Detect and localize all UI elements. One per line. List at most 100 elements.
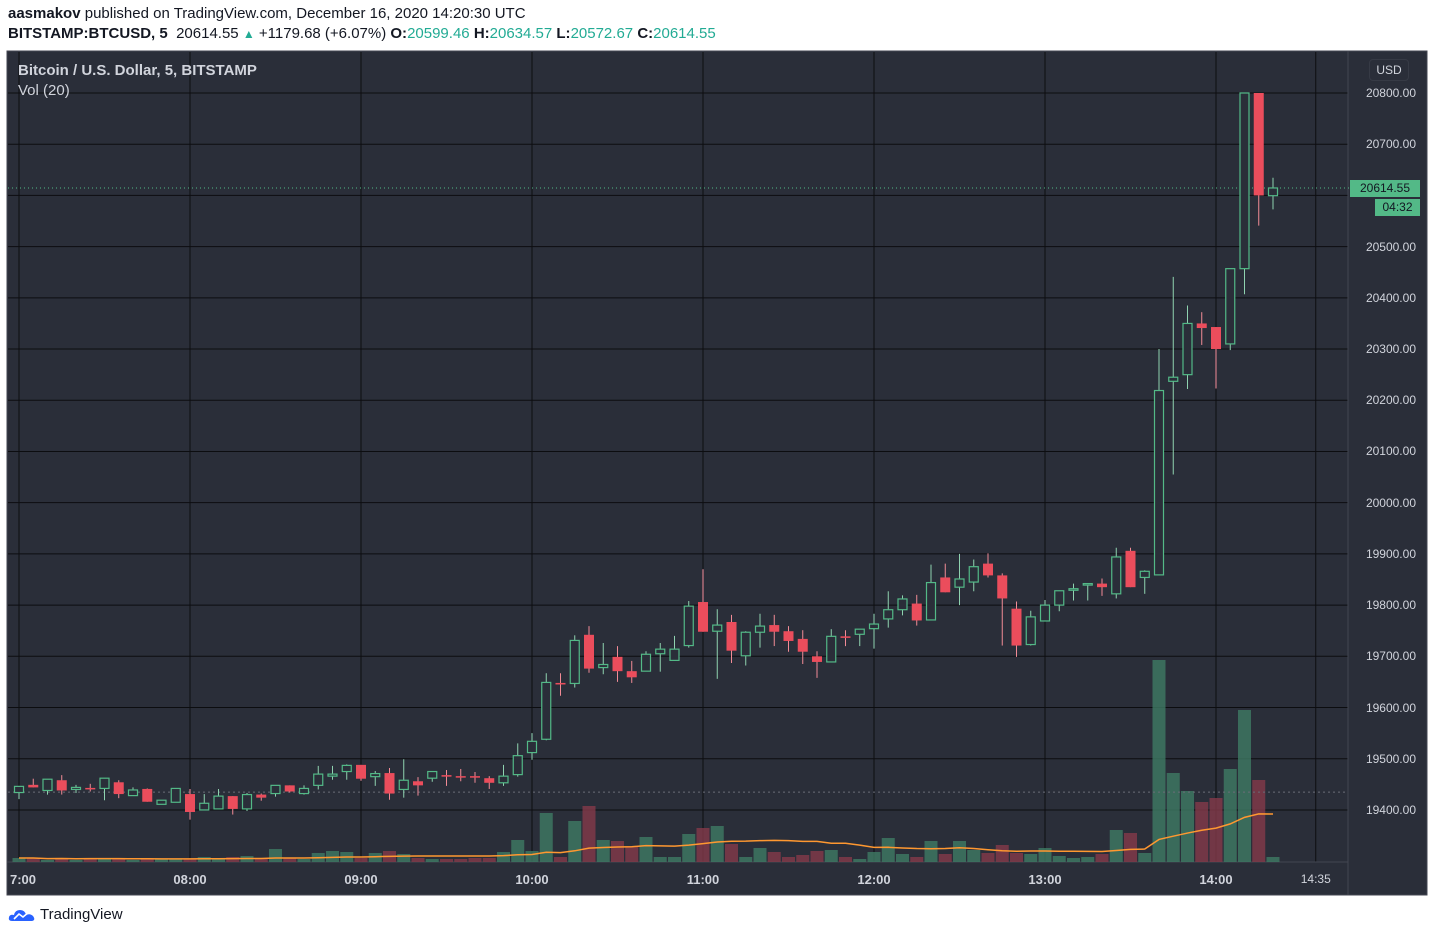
candle bbox=[712, 609, 723, 679]
volume-bar bbox=[1095, 854, 1109, 862]
volume-bar bbox=[1038, 848, 1052, 862]
candle bbox=[142, 788, 153, 802]
candle bbox=[555, 673, 566, 696]
candle-body bbox=[569, 639, 580, 685]
volume-bar bbox=[1024, 854, 1038, 862]
candle-body bbox=[42, 778, 53, 792]
candle-body bbox=[484, 778, 495, 783]
candle-body bbox=[298, 787, 310, 795]
candle bbox=[726, 614, 737, 663]
candle bbox=[156, 799, 167, 805]
candle bbox=[783, 626, 794, 652]
candle bbox=[954, 553, 965, 606]
candle-body bbox=[113, 782, 124, 795]
candle-body bbox=[968, 566, 979, 583]
candle-body bbox=[1196, 323, 1207, 329]
volume-bar bbox=[1209, 798, 1223, 862]
volume-bar bbox=[839, 857, 852, 862]
candle bbox=[1139, 570, 1150, 594]
candle bbox=[925, 564, 937, 621]
candle bbox=[1168, 276, 1179, 475]
volume-bar bbox=[1166, 773, 1180, 862]
volume-bar bbox=[953, 841, 966, 862]
candle-body bbox=[13, 785, 25, 794]
candle-body bbox=[883, 609, 894, 620]
currency-button[interactable]: USD bbox=[1369, 59, 1409, 81]
series-legend[interactable]: Bitcoin / U.S. Dollar, 5, BITSTAMP bbox=[18, 62, 257, 79]
candle bbox=[797, 630, 808, 664]
volume-bar bbox=[1067, 858, 1080, 862]
volume-bar bbox=[525, 851, 539, 862]
candle bbox=[1225, 268, 1236, 351]
volume-bar bbox=[1052, 856, 1066, 862]
publish-info: published on TradingView.com, December 1… bbox=[84, 5, 526, 22]
candle bbox=[99, 777, 110, 801]
volume-bar bbox=[910, 857, 924, 862]
candle-body bbox=[127, 789, 139, 797]
volume-bar bbox=[767, 852, 781, 862]
candle bbox=[70, 784, 82, 794]
candle bbox=[356, 764, 366, 781]
candle bbox=[1125, 547, 1136, 588]
candle-body bbox=[241, 793, 253, 810]
chart-background bbox=[6, 50, 1428, 896]
volume-bar bbox=[782, 857, 795, 862]
tradingview-cloud-icon bbox=[8, 909, 35, 921]
last-price-label: 20614.55 bbox=[1350, 180, 1420, 197]
candle-body bbox=[341, 764, 352, 773]
candle bbox=[199, 794, 210, 811]
candle bbox=[256, 793, 267, 801]
candle-body bbox=[626, 671, 637, 678]
candle bbox=[170, 787, 181, 803]
candle-body bbox=[1125, 550, 1136, 588]
candle bbox=[498, 764, 509, 786]
close-value: 20614.55 bbox=[653, 25, 716, 42]
volume-bar bbox=[183, 859, 197, 862]
candle bbox=[940, 563, 951, 593]
candle-body bbox=[1111, 556, 1122, 595]
candle bbox=[370, 771, 381, 786]
volume-bar bbox=[425, 859, 439, 862]
candle-body bbox=[683, 605, 694, 647]
candle-body bbox=[598, 663, 609, 669]
candle-body bbox=[1082, 582, 1093, 586]
candle bbox=[584, 626, 594, 673]
high-label: H: bbox=[473, 25, 490, 42]
volume-bar bbox=[653, 857, 667, 862]
candle bbox=[669, 635, 680, 662]
candle-body bbox=[983, 563, 993, 576]
candle bbox=[455, 768, 466, 782]
candle-body bbox=[512, 755, 523, 776]
candle-body bbox=[754, 625, 766, 633]
volume-bar bbox=[41, 860, 54, 862]
candle-body bbox=[1011, 608, 1022, 646]
candle bbox=[911, 594, 922, 626]
volume-bar bbox=[995, 845, 1009, 862]
price-tick-label: 20400.00 bbox=[1365, 290, 1416, 305]
price-tick-label: 19600.00 bbox=[1365, 700, 1416, 715]
candle-body bbox=[1267, 187, 1279, 197]
volume-bar bbox=[468, 858, 482, 862]
candle bbox=[826, 629, 837, 663]
volume-bar bbox=[155, 859, 168, 862]
candle bbox=[427, 770, 438, 782]
candle-body bbox=[1182, 322, 1193, 376]
candle bbox=[769, 614, 780, 647]
candle-body bbox=[840, 636, 851, 638]
candle bbox=[1082, 582, 1093, 601]
candle-body bbox=[726, 621, 737, 651]
candle bbox=[227, 796, 238, 815]
tradingview-logo[interactable]: TradingView bbox=[8, 906, 123, 923]
time-tick-label: 09:00 bbox=[344, 872, 378, 887]
brand-name: TradingView bbox=[40, 906, 123, 923]
volume-bar bbox=[1238, 710, 1251, 862]
volume-legend[interactable]: Vol (20) bbox=[18, 82, 70, 99]
candle-body bbox=[769, 625, 780, 632]
volume-bar bbox=[539, 813, 553, 862]
candle-body bbox=[455, 776, 466, 778]
candle-body bbox=[1153, 389, 1165, 576]
volume-bar bbox=[582, 806, 596, 862]
candle bbox=[284, 785, 295, 793]
author-name[interactable]: aasmakov bbox=[8, 5, 81, 22]
